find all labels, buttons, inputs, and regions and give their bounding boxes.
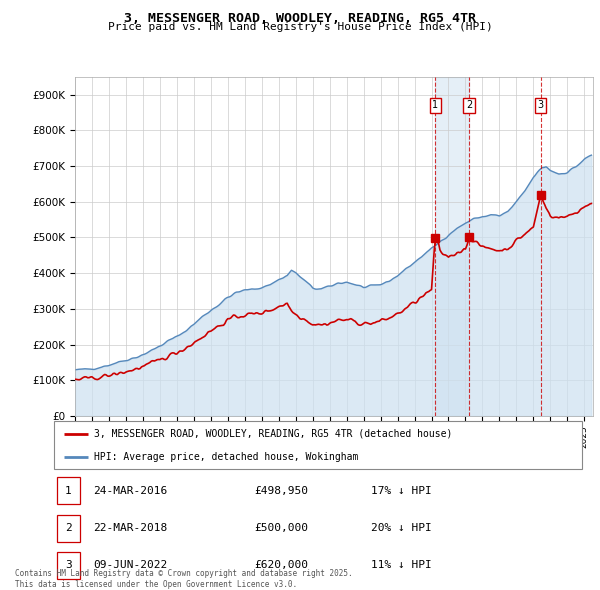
Text: 3: 3 [65,560,72,571]
FancyBboxPatch shape [56,477,80,504]
Text: 17% ↓ HPI: 17% ↓ HPI [371,486,431,496]
Text: 2: 2 [65,523,72,533]
Text: 09-JUN-2022: 09-JUN-2022 [94,560,168,571]
Text: Contains HM Land Registry data © Crown copyright and database right 2025.
This d: Contains HM Land Registry data © Crown c… [15,569,353,589]
Text: 11% ↓ HPI: 11% ↓ HPI [371,560,431,571]
Text: 2: 2 [466,100,472,110]
Text: 24-MAR-2016: 24-MAR-2016 [94,486,168,496]
FancyBboxPatch shape [56,552,80,579]
Text: Price paid vs. HM Land Registry's House Price Index (HPI): Price paid vs. HM Land Registry's House … [107,22,493,32]
Text: 1: 1 [65,486,72,496]
Text: 22-MAR-2018: 22-MAR-2018 [94,523,168,533]
Bar [435,77,469,416]
Text: HPI: Average price, detached house, Wokingham: HPI: Average price, detached house, Woki… [94,452,358,462]
FancyBboxPatch shape [54,421,582,469]
Text: 20% ↓ HPI: 20% ↓ HPI [371,523,431,533]
Text: 3, MESSENGER ROAD, WOODLEY, READING, RG5 4TR (detached house): 3, MESSENGER ROAD, WOODLEY, READING, RG5… [94,429,452,439]
Text: 3, MESSENGER ROAD, WOODLEY, READING, RG5 4TR: 3, MESSENGER ROAD, WOODLEY, READING, RG5… [124,12,476,25]
Text: 3: 3 [538,100,544,110]
Text: £620,000: £620,000 [254,560,308,571]
Text: 1: 1 [432,100,438,110]
Text: £498,950: £498,950 [254,486,308,496]
Text: £500,000: £500,000 [254,523,308,533]
FancyBboxPatch shape [56,514,80,542]
